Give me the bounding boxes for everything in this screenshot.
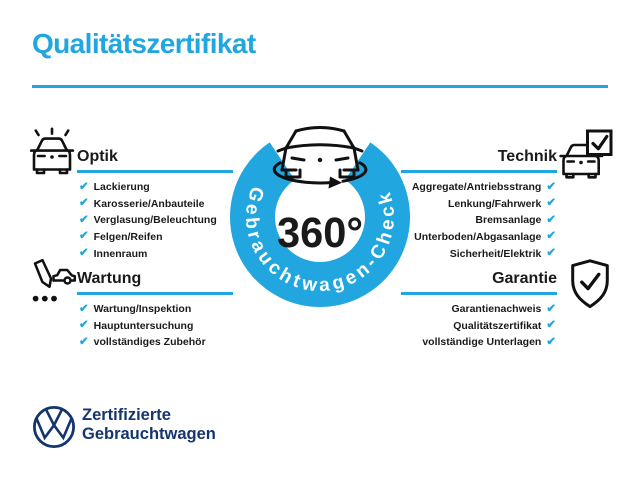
checklist: ✔ Lackierung ✔ Karosserie/Anbauteile ✔ Vergla…	[77, 179, 233, 262]
item-label: Felgen/Reifen	[93, 231, 163, 244]
vw-logo	[32, 405, 76, 449]
item-label: Lackierung	[93, 181, 150, 194]
checklist-item: ✔ vollständiges Zubehör	[77, 334, 233, 351]
check-icon: ✔	[79, 302, 89, 315]
section-heading: Garantie	[401, 269, 557, 295]
car-front-shine-icon	[29, 127, 75, 175]
checklist-item: Bremsanlage ✔	[401, 212, 557, 229]
check-icon: ✔	[79, 335, 89, 348]
section-wartung: Wartung ✔ Wartung/Inspektion ✔ Hauptuntersu…	[77, 269, 233, 351]
item-label: Lenkung/Fahrwerk	[448, 197, 542, 210]
rotation-arrowhead	[328, 176, 342, 189]
checklist-item: ✔ Hauptuntersuchung	[77, 318, 233, 335]
checklist-item: ✔ Lackierung	[77, 179, 233, 196]
item-label: Aggregate/Antriebsstrang	[411, 181, 542, 194]
check-icon: ✔	[546, 213, 556, 226]
section-garantie: Garantie Garantienachweis ✔ Qualitätszerti…	[401, 269, 557, 351]
item-label: Innenraum	[93, 247, 148, 260]
check-icon: ✔	[79, 213, 89, 226]
check-icon: ✔	[79, 319, 89, 332]
pencil-car-checklist-icon	[32, 258, 77, 302]
item-label: vollständige Unterlagen	[422, 336, 542, 349]
checklist-item: ✔ Wartung/Inspektion	[77, 301, 233, 318]
section-optik: Optik ✔ Lackierung ✔ Karosserie/Anbauteile ✔…	[77, 147, 233, 262]
item-label: vollständiges Zubehör	[93, 336, 206, 349]
checklist: Aggregate/Antriebsstrang ✔ Lenkung/Fahrwer…	[401, 179, 557, 262]
section-heading: Technik	[401, 147, 557, 173]
brand-claim-line2: Gebrauchtwagen	[82, 425, 216, 443]
checklist-item: ✔ Felgen/Reifen	[77, 229, 233, 246]
checklist-item: Lenkung/Fahrwerk ✔	[401, 196, 557, 213]
checklist-item: ✔ Verglasung/Beleuchtung	[77, 212, 233, 229]
checklist: Garantienachweis ✔ Qualitätszertifikat ✔ vol…	[401, 301, 557, 351]
check-icon: ✔	[546, 246, 556, 259]
checklist-item: vollständige Unterlagen ✔	[401, 334, 557, 351]
item-label: Bremsanlage	[475, 214, 542, 227]
item-label: Qualitätszertifikat	[453, 319, 542, 332]
shield-check-icon	[571, 259, 609, 309]
checklist-item: ✔ Karosserie/Anbauteile	[77, 196, 233, 213]
item-label: Wartung/Inspektion	[93, 303, 192, 316]
360-check-badge: Gebrauchtwagen-Check 360°	[230, 126, 410, 307]
section-technik: Technik Aggregate/Antriebsstrang ✔ Lenkung…	[401, 147, 557, 262]
checklist-item: Aggregate/Antriebsstrang ✔	[401, 179, 557, 196]
check-icon: ✔	[79, 197, 89, 210]
checklist-item: Qualitätszertifikat ✔	[401, 318, 557, 335]
car-checkbox-icon	[559, 129, 613, 179]
item-label: Unterboden/Abgasanlage	[414, 231, 542, 244]
title-underline	[32, 85, 608, 88]
check-icon: ✔	[546, 335, 556, 348]
checklist: ✔ Wartung/Inspektion ✔ Hauptuntersuchung ✔ vo…	[77, 301, 233, 351]
checklist-item: Sicherheit/Elektrik ✔	[401, 245, 557, 262]
checklist-item: Garantienachweis ✔	[401, 301, 557, 318]
item-label: Hauptuntersuchung	[93, 319, 194, 332]
section-heading: Optik	[77, 147, 233, 173]
check-icon: ✔	[79, 230, 89, 243]
check-ring	[230, 142, 410, 307]
brand-claim-line1: Zertifizierte	[82, 406, 171, 424]
check-icon: ✔	[546, 230, 556, 243]
check-icon: ✔	[546, 302, 556, 315]
check-icon: ✔	[79, 246, 89, 259]
checklist-item: ✔ Innenraum	[77, 245, 233, 262]
degree-value: 360°	[277, 209, 363, 257]
page-title: Qualitätszertifikat	[32, 28, 256, 59]
item-label: Verglasung/Beleuchtung	[93, 214, 217, 227]
item-label: Sicherheit/Elektrik	[449, 247, 542, 260]
car-rotation-icon	[272, 126, 368, 185]
check-icon: ✔	[79, 180, 89, 193]
section-heading: Wartung	[77, 269, 233, 295]
check-icon: ✔	[546, 180, 556, 193]
checklist-item: Unterboden/Abgasanlage ✔	[401, 229, 557, 246]
item-label: Garantienachweis	[451, 303, 542, 316]
brand-claim: Zertifizierte Gebrauchtwagen	[82, 406, 216, 444]
item-label: Karosserie/Anbauteile	[93, 197, 205, 210]
check-icon: ✔	[546, 319, 556, 332]
check-icon: ✔	[546, 197, 556, 210]
